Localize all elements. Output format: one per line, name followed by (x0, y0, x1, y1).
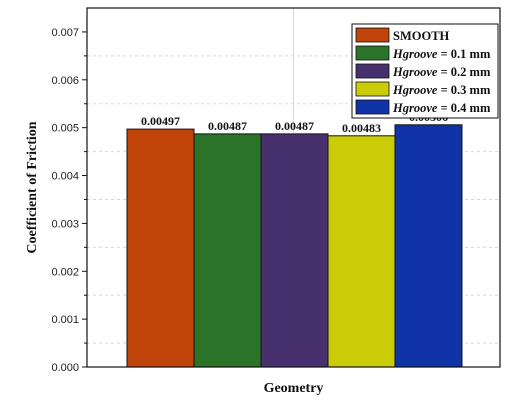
legend-entry: SMOOTH (393, 29, 450, 43)
bar (260, 133, 329, 368)
y-tick-label: 0.007 (51, 27, 79, 39)
legend-swatch (355, 45, 390, 61)
legend-swatch (355, 81, 390, 97)
bar (126, 128, 195, 368)
axes: 0.000 0.001 0.002 0.003 0.004 0.005 0.006 0.007 (51, 7, 501, 374)
bar (193, 133, 262, 368)
bars (126, 124, 463, 368)
legend-entry: Hgroove = 0.3 mm (392, 83, 491, 97)
legend-swatch (355, 99, 390, 115)
y-tick-label: 0.004 (51, 171, 79, 183)
y-tick-label: 0.005 (51, 123, 79, 135)
plot-frame (86, 7, 501, 368)
y-tick-label: 0.000 (51, 362, 79, 374)
y-tick-label: 0.002 (51, 266, 79, 278)
x-axis-title: Geometry (264, 381, 324, 396)
legend: SMOOTH Hgroove = 0.1 mm Hgroove = 0.2 mm Hg… (351, 23, 499, 119)
y-axis-title: Coefficient of Friction (25, 121, 40, 253)
data-label: 0.00487 (208, 119, 247, 133)
data-label: 0.00487 (275, 119, 314, 133)
legend-entry: Hgroove = 0.1 mm (392, 47, 491, 61)
legend-swatch (355, 63, 390, 79)
legend-entry: Hgroove = 0.2 mm (392, 65, 491, 79)
data-label: 0.00497 (141, 114, 180, 128)
bar (327, 135, 396, 368)
legend-entry: Hgroove = 0.4 mm (392, 101, 491, 115)
y-tick-label: 0.001 (51, 314, 79, 326)
y-tick-label: 0.003 (51, 218, 79, 230)
bar (394, 124, 463, 368)
legend-swatch (355, 27, 390, 43)
y-tick-label: 0.006 (51, 75, 79, 87)
data-label: 0.00483 (342, 121, 381, 135)
